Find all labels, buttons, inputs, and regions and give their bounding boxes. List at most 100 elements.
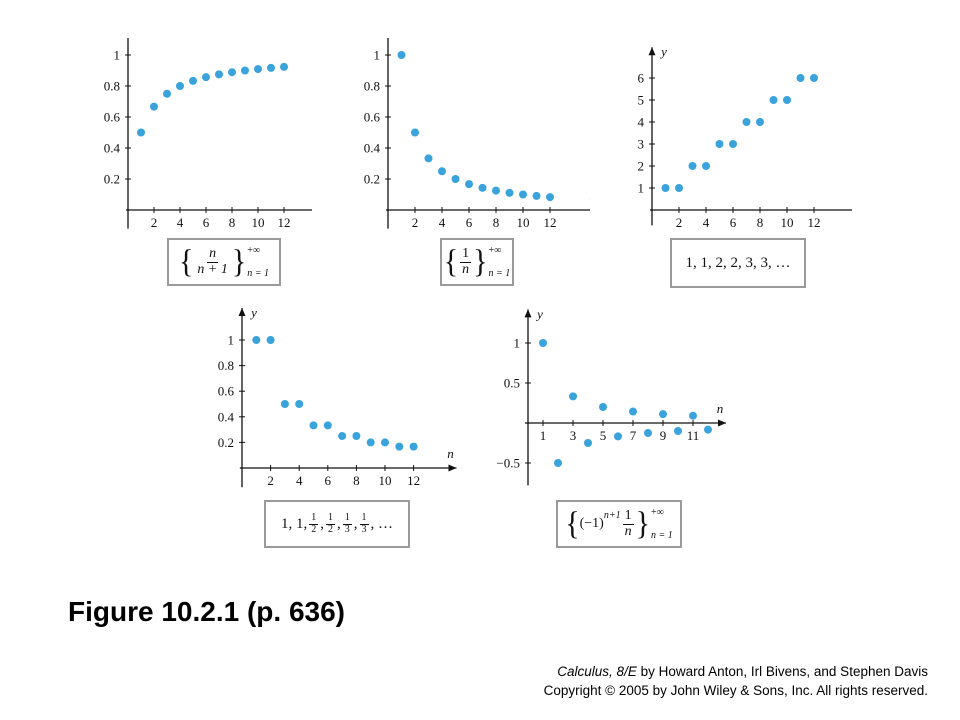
data-point: n=10, y=5 [783, 96, 791, 104]
denominator: n + 1 [197, 261, 228, 277]
sign-base: (−1) [579, 516, 604, 531]
denominator: 3 [361, 523, 367, 535]
right-brace: } [635, 505, 651, 542]
x-axis-arrowhead [448, 464, 457, 472]
x-tick-label: 11 [687, 428, 700, 443]
y-tick-label: 1 [638, 181, 645, 196]
data-point: n=2, y=1 [266, 336, 275, 344]
numerator: n [207, 245, 219, 263]
left-brace: { [443, 243, 459, 280]
x-tick-label: 6 [203, 215, 210, 230]
data-point: n=8, y=−0.125 [644, 429, 652, 437]
comma: , [353, 515, 358, 532]
y-tick-label: 5 [638, 93, 645, 108]
y-axis-label: y [659, 44, 667, 59]
x-tick-label: 10 [252, 215, 265, 230]
x-tick-label: 8 [353, 473, 360, 488]
x-tick-label: 1 [540, 428, 547, 443]
data-point: n=11, y=0.917 [267, 63, 275, 72]
data-point: n=6, y=0.333 [323, 421, 332, 430]
fraction: n n + 1 [195, 245, 229, 277]
data-point: n=6, y=3 [729, 140, 737, 148]
data-point: n=10, y=0.2 [381, 438, 389, 447]
right-brace: } [231, 243, 247, 280]
data-point: n=2, y=−0.5 [554, 459, 562, 467]
x-axis-label: n [589, 188, 590, 203]
data-point: n=3, y=2 [688, 162, 697, 170]
left-brace: { [178, 243, 194, 280]
y-tick-label: 1 [114, 48, 121, 63]
data-point: n=4, y=0.25 [438, 167, 446, 176]
data-point: n=4, y=0.8 [176, 82, 184, 90]
sequence-prefix: 1, 1, [281, 515, 308, 532]
x-tick-label: 6 [466, 215, 473, 230]
denominator: 2 [328, 523, 333, 535]
credit-line-2: Copyright © 2005 by John Wiley & Sons, I… [543, 683, 928, 698]
x-tick-label: 12 [808, 215, 821, 230]
denominator: n [624, 523, 632, 539]
chart-1-1-2-2-3-3: ny24681012123456n=1, y=1n=2, y=1n=3, y=2… [638, 44, 852, 230]
y-axis-arrowhead [238, 308, 246, 316]
y-axis-label: y [249, 305, 257, 320]
fraction: 1 n [460, 246, 472, 277]
data-point: n=7, y=0.875 [215, 70, 223, 79]
lower-limit: n = 1 [247, 268, 269, 279]
data-point: n=8, y=0.125 [492, 186, 500, 195]
data-point: n=9, y=0.111 [659, 410, 667, 419]
data-point: n=10, y=0.1 [519, 190, 527, 199]
data-point: n=11, y=0.091 [689, 411, 697, 420]
y-tick-label: 1 [374, 48, 381, 63]
data-point: n=1, y=1 [661, 184, 670, 192]
upper-limit: +∞ [247, 245, 261, 256]
data-point: n=5, y=0.2 [599, 403, 607, 411]
denominator: 2 [311, 523, 317, 535]
y-tick-label: 0.6 [218, 384, 235, 399]
x-tick-label: 3 [570, 428, 577, 443]
y-tick-label: 0.4 [364, 141, 381, 156]
sequence-suffix: , … [370, 515, 394, 532]
y-tick-label: 0.8 [218, 358, 234, 373]
data-point: n=5, y=0.833 [189, 76, 197, 85]
data-point: n=7, y=0.143 [478, 183, 487, 192]
data-point: n=2, y=0.5 [411, 128, 419, 137]
data-point: n=12, y=0.167 [409, 442, 418, 451]
x-tick-label: 12 [278, 215, 291, 230]
lower-limit: n = 1 [651, 530, 673, 541]
data-point: n=5, y=0.2 [451, 175, 460, 183]
data-point: n=11, y=0.091 [532, 191, 541, 200]
x-tick-label: 10 [379, 473, 392, 488]
formula-box-5: { (−1) n+1 1 n } +∞ n = 1 [556, 500, 682, 548]
x-tick-label: 8 [493, 215, 500, 230]
data-point: n=1, y=1 [539, 339, 547, 347]
x-tick-label: 8 [229, 215, 236, 230]
y-tick-label: 2 [638, 159, 645, 174]
numerator: 1 [342, 512, 352, 525]
x-tick-label: 10 [517, 215, 530, 230]
denominator: n [462, 261, 470, 277]
x-axis-label: n [717, 401, 724, 416]
y-tick-label: −0.5 [496, 456, 520, 471]
data-point: n=2, y=0.667 [150, 102, 158, 111]
y-axis-arrowhead [648, 47, 656, 56]
data-point: n=6, y=0.857 [202, 73, 210, 82]
data-point: n=9, y=0.111 [505, 188, 514, 197]
data-point: n=11, y=0.167 [395, 442, 404, 451]
data-point: n=1, y=1 [397, 51, 406, 59]
x-tick-label: 4 [177, 215, 184, 230]
data-point: n=12, y=0.923 [280, 62, 288, 71]
x-tick-label: 4 [439, 215, 446, 230]
numerator: 1 [326, 512, 335, 525]
credits: Calculus, 8/E by Howard Anton, Irl Biven… [544, 662, 928, 700]
x-axis-label: n [447, 446, 454, 461]
x-tick-label: 8 [757, 215, 764, 230]
numerator: 1 [359, 512, 369, 525]
data-point: n=5, y=0.333 [309, 421, 318, 430]
formula-box-3: 1, 1, 2, 2, 3, 3, … [670, 238, 806, 288]
index-limits: +∞ n = 1 [489, 245, 511, 279]
data-point: n=9, y=5 [769, 96, 778, 104]
data-point: n=9, y=0.2 [366, 438, 375, 447]
chart-alternating: ny1 3 5 7 9 11−0.50.51n=1, y=1n=2, y=−0.5n=3,… [496, 306, 726, 486]
